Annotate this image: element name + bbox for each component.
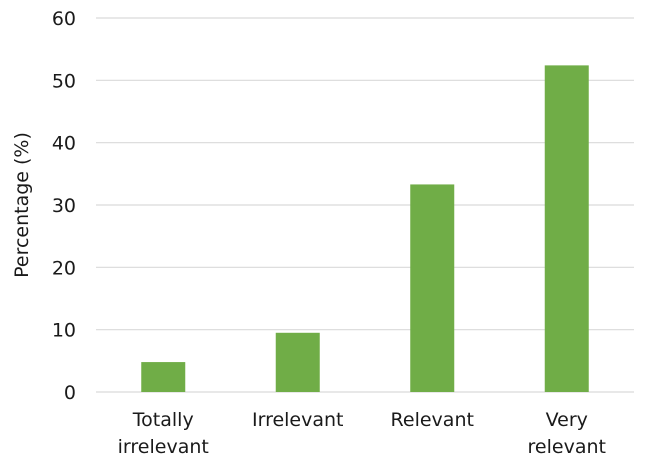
y-tick-label-40: 40 (52, 133, 76, 155)
bar-1 (275, 332, 320, 392)
bar-2 (410, 184, 455, 392)
x-category-label-3: Very relevant (528, 409, 606, 458)
y-axis-title: Percentage (%) (11, 132, 33, 278)
bar-0 (141, 362, 186, 392)
x-category-label-1: Irrelevant (252, 409, 344, 431)
x-category-label-0: Totally irrelevant (118, 409, 209, 458)
x-category-label-2: Relevant (391, 409, 474, 431)
y-tick-label-10: 10 (52, 320, 76, 342)
y-tick-label-50: 50 (52, 70, 76, 92)
bars (141, 65, 589, 392)
y-tick-label-20: 20 (52, 257, 76, 279)
y-axis-tick-labels: 0 10 20 30 40 50 60 (52, 8, 76, 404)
y-tick-label-30: 30 (52, 195, 76, 217)
x-axis-category-labels: Totally irrelevant Irrelevant Relevant Very r… (118, 409, 606, 458)
gridlines (96, 17, 634, 393)
y-tick-label-0: 0 (64, 382, 76, 404)
y-tick-label-60: 60 (52, 8, 76, 30)
bar-3 (544, 65, 589, 392)
